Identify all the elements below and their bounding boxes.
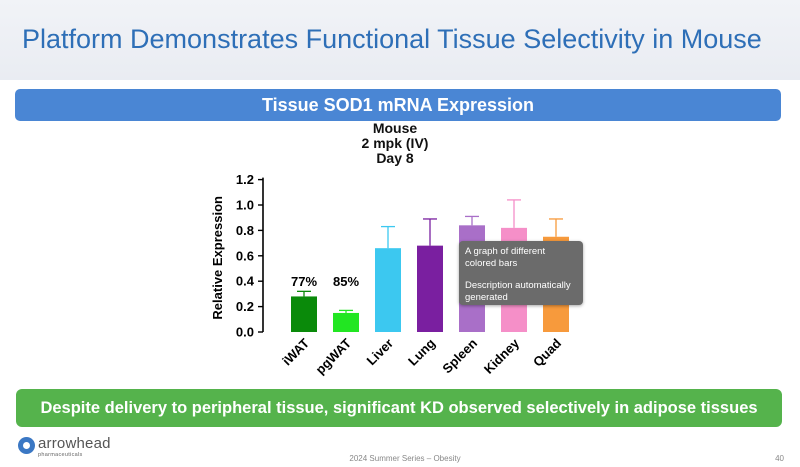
bar-liver [375, 248, 401, 332]
logo-subtitle: pharmaceuticals [38, 452, 83, 458]
y-tick-label: 1.2 [236, 172, 254, 187]
y-tick-label: 0.8 [236, 223, 254, 238]
page-number: 40 [775, 454, 784, 463]
y-tick-label: 0.4 [236, 274, 255, 289]
x-tick-label: iWAT [279, 335, 312, 368]
x-tick-label: pgWAT [313, 335, 355, 377]
bar-lung [417, 245, 443, 332]
chart-title-line: 2 mpk (IV) [361, 135, 429, 151]
alt-text-tooltip: A graph of different colored bars Descri… [459, 241, 583, 305]
data-annotation: 77% [291, 274, 317, 289]
data-annotation: 85% [333, 274, 359, 289]
tooltip-line: A graph of different colored bars [465, 246, 546, 269]
logo-name: arrowhead [38, 435, 111, 452]
bar-iwat [291, 296, 317, 332]
title-band [0, 0, 800, 80]
conclusion-banner: Despite delivery to peripheral tissue, s… [16, 389, 782, 427]
y-axis-label: Relative Expression [210, 196, 225, 320]
chart-title: Mouse 2 mpk (IV) Day 8 [320, 121, 470, 166]
x-tick-label: Spleen [439, 335, 480, 376]
y-tick-label: 0.6 [236, 248, 254, 263]
x-tick-label: Liver [364, 336, 397, 369]
footer-text: 2024 Summer Series – Obesity [349, 454, 461, 463]
chart-title-line: Day 8 [376, 150, 414, 166]
slide-title: Platform Demonstrates Functional Tissue … [22, 24, 762, 54]
logo-mark-icon [18, 437, 35, 454]
chart-title-line: Mouse [372, 120, 418, 136]
bar-pgwat [333, 312, 359, 332]
tooltip-line: Description automatically generated [465, 280, 571, 303]
y-tick-label: 1.0 [236, 198, 254, 213]
chart-banner: Tissue SOD1 mRNA Expression [15, 89, 781, 121]
x-tick-label: Lung [405, 335, 438, 368]
y-tick-label: 0.2 [236, 299, 254, 314]
x-tick-label: Kidney [481, 335, 523, 377]
company-logo: arrowhead pharmaceuticals [16, 435, 136, 460]
x-tick-label: Quad [530, 335, 564, 369]
y-tick-label: 0.0 [236, 325, 254, 340]
